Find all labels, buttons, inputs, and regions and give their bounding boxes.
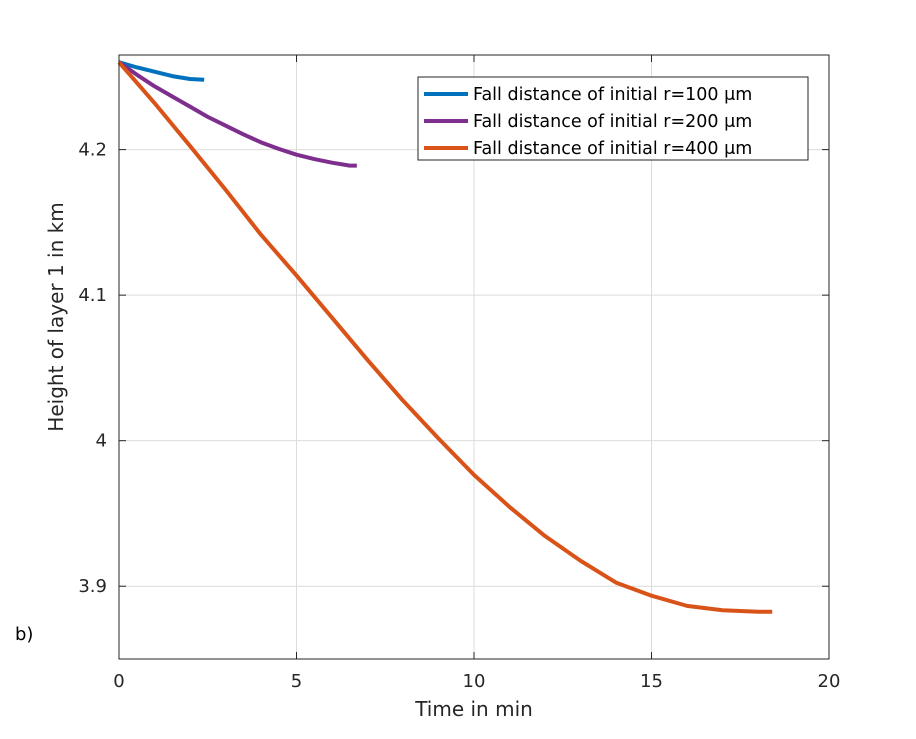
legend: Fall distance of initial r=100 μm Fall d…: [417, 76, 809, 161]
y-axis-label: Height of layer 1 in km: [44, 202, 68, 431]
x-axis-label: Time in min: [414, 697, 533, 721]
axis-ticks: 0 5 10 15 20 3.9 4 4.1 4.2: [78, 55, 840, 692]
legend-entry-r400: Fall distance of initial r=400 μm: [473, 139, 752, 159]
x-tick-label: 10: [463, 671, 486, 692]
x-tick-label: 15: [640, 671, 663, 692]
legend-entry-r100: Fall distance of initial r=100 μm: [473, 85, 752, 105]
series-line-r100: [118, 60, 205, 82]
series-lines: [117, 60, 773, 614]
legend-entry-r200: Fall distance of initial r=200 μm: [473, 112, 752, 132]
y-tick-label: 4: [96, 431, 107, 452]
legend-box: [417, 76, 809, 161]
x-tick-label: 0: [113, 671, 124, 692]
y-tick-label: 4.2: [78, 140, 107, 161]
series-line-r400: [117, 60, 773, 614]
series-line-r200: [117, 60, 357, 168]
x-tick-label: 20: [818, 671, 841, 692]
y-tick-label: 3.9: [78, 576, 107, 597]
x-tick-label: 5: [291, 671, 302, 692]
y-tick-label: 4.1: [78, 285, 107, 306]
panel-label: b): [15, 624, 33, 645]
